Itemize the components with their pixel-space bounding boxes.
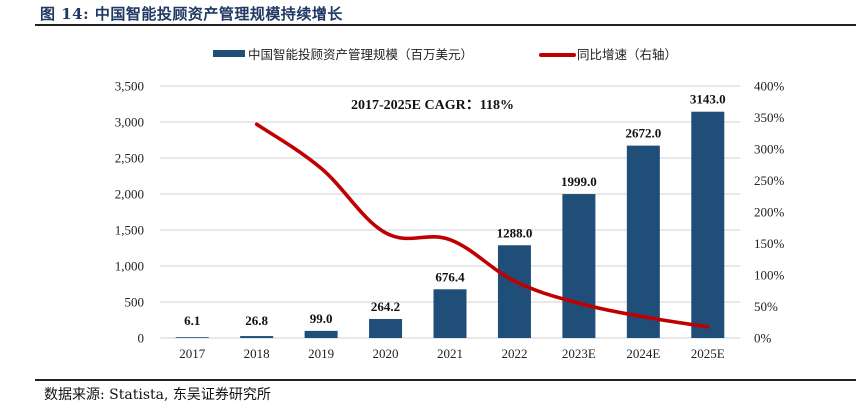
left-axis-tick-label: 0 xyxy=(138,331,145,346)
bar-data-label: 264.2 xyxy=(371,299,400,314)
x-axis-tick-label: 2017 xyxy=(179,346,206,361)
bar-data-label: 99.0 xyxy=(310,311,333,326)
source-note: 数据来源: Statista, 东吴证券研究所 xyxy=(44,387,271,403)
right-axis-tick-label: 0% xyxy=(754,331,772,346)
bar-data-label: 1999.0 xyxy=(561,174,597,189)
bars xyxy=(175,111,725,338)
x-axis-tick-label: 2025E xyxy=(691,346,725,361)
bar xyxy=(497,245,531,338)
bar-data-label: 3143.0 xyxy=(690,92,726,107)
left-axis-tick-label: 1,500 xyxy=(115,223,144,238)
bar-data-label: 26.8 xyxy=(245,313,268,328)
bar xyxy=(433,289,467,338)
legend-label-line: 同比增速（右轴） xyxy=(577,47,677,62)
x-axis-tick-label: 2022 xyxy=(501,346,527,361)
legend: 中国智能投顾资产管理规模（百万美元） 同比增速（右轴） xyxy=(213,47,677,62)
bar-data-label: 1288.0 xyxy=(497,225,533,240)
right-axis-tick-label: 100% xyxy=(754,268,785,283)
x-axis-tick-label: 2018 xyxy=(244,346,270,361)
bar xyxy=(626,145,660,338)
left-axis-tick-label: 3,500 xyxy=(115,79,144,94)
left-axis-tick-label: 1,000 xyxy=(115,259,144,274)
x-axis-tick-label: 2023E xyxy=(562,346,596,361)
bar xyxy=(240,336,274,338)
right-axis-tick-label: 400% xyxy=(754,79,785,94)
top-rule xyxy=(35,24,856,26)
data-labels: 6.1 26.8 99.0 264.2 676.4 1288.0 1999.0 2672.0 3… xyxy=(184,92,726,328)
bar xyxy=(369,318,403,338)
x-axis-tick-label: 2019 xyxy=(308,346,334,361)
left-axis-ticks: 0 500 1,000 1,500 2,000 2,500 3,000 3,500 xyxy=(115,79,144,346)
x-axis-ticks: 2017 2018 2019 2020 2021 2022 2023E 2024E 2025E xyxy=(179,346,725,361)
x-axis-tick-label: 2021 xyxy=(437,346,463,361)
x-axis-tick-label: 2024E xyxy=(626,346,660,361)
bar xyxy=(691,111,725,338)
left-axis-tick-label: 2,000 xyxy=(115,187,144,202)
bar-data-label: 2672.0 xyxy=(625,126,661,141)
growth-line-path xyxy=(254,122,710,329)
right-axis-tick-label: 300% xyxy=(754,142,785,157)
legend-label-bar: 中国智能投顾资产管理规模（百万美元） xyxy=(248,47,473,62)
right-axis-tick-label: 200% xyxy=(754,205,785,220)
right-axis-ticks: 0% 50% 100% 150% 200% 250% 300% 350% 400% xyxy=(754,79,785,346)
right-axis-tick-label: 350% xyxy=(754,110,785,125)
x-axis-tick-label: 2020 xyxy=(373,346,399,361)
bottom-rule xyxy=(35,379,856,381)
bar-data-label: 676.4 xyxy=(435,269,465,284)
bar-data-label: 6.1 xyxy=(184,313,200,328)
cagr-annotation: 2017-2025E CAGR：118% xyxy=(351,98,514,113)
right-axis-tick-label: 150% xyxy=(754,236,785,251)
bar xyxy=(562,194,596,338)
right-axis-tick-label: 250% xyxy=(754,173,785,188)
left-axis-tick-label: 500 xyxy=(125,295,145,310)
bar xyxy=(175,337,209,338)
left-axis-tick-label: 2,500 xyxy=(115,151,144,166)
right-axis-tick-label: 50% xyxy=(754,299,778,314)
left-axis-tick-label: 3,000 xyxy=(115,115,144,130)
growth-line xyxy=(254,122,710,329)
figure-title: 图 14: 中国智能投顾资产管理规模持续增长 xyxy=(40,5,343,23)
legend-swatch-bar xyxy=(213,50,245,57)
bar xyxy=(304,330,338,338)
